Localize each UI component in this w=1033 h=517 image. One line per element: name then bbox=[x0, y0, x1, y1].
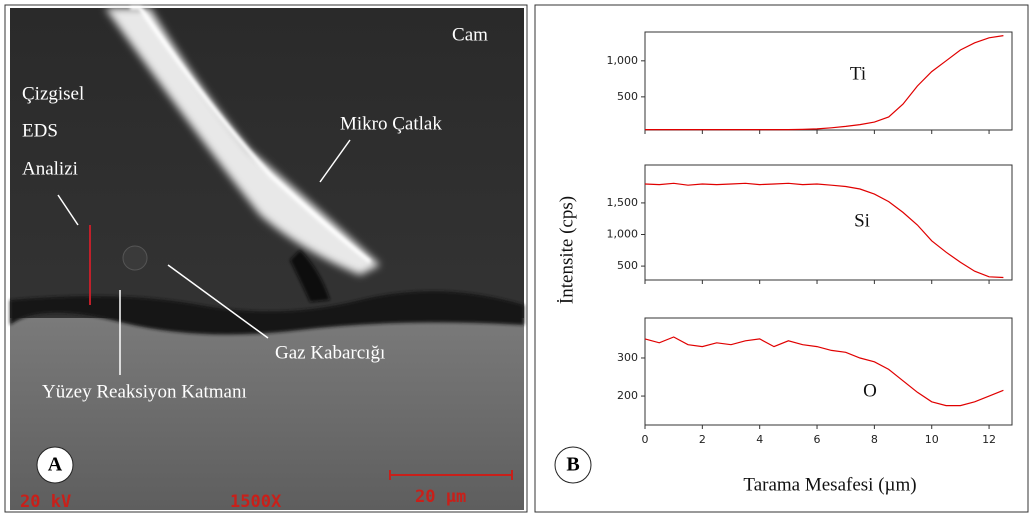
x-axis-label: Tarama Mesafesi (µm) bbox=[743, 474, 916, 495]
y-tick-label: 1,000 bbox=[607, 228, 639, 241]
figure: Cam Çizgisel EDS Analizi Mikro Çatlak Ga… bbox=[0, 0, 1033, 517]
x-tick-label: 12 bbox=[982, 433, 996, 446]
x-tick-label: 4 bbox=[756, 433, 763, 446]
figure-svg: Cam Çizgisel EDS Analizi Mikro Çatlak Ga… bbox=[0, 0, 1033, 517]
annotation: Mikro Çatlak bbox=[340, 113, 442, 134]
y-tick-label: 300 bbox=[617, 351, 638, 364]
series-annotation: Ti bbox=[850, 63, 866, 84]
x-tick-label: 6 bbox=[814, 433, 821, 446]
y-tick-label: 500 bbox=[617, 259, 638, 272]
y-tick-label: 1,500 bbox=[607, 196, 639, 209]
annotation: Yüzey Reaksiyon Katmanı bbox=[42, 381, 247, 402]
panel-label: B bbox=[566, 454, 579, 476]
substrate-region bbox=[10, 318, 524, 510]
annotation: Analizi bbox=[22, 158, 78, 179]
sem-image: Cam Çizgisel EDS Analizi Mikro Çatlak Ga… bbox=[5, 5, 527, 512]
annotation: Gaz Kabarcığı bbox=[275, 342, 385, 363]
y-tick-label: 1,000 bbox=[607, 54, 639, 67]
sem-info: 1500X bbox=[230, 492, 282, 512]
series-annotation: O bbox=[863, 380, 877, 401]
x-tick-label: 0 bbox=[642, 433, 649, 446]
y-tick-label: 200 bbox=[617, 389, 638, 402]
annotation: Çizgisel bbox=[22, 83, 84, 104]
y-tick-label: 500 bbox=[617, 90, 638, 103]
x-tick-label: 8 bbox=[871, 433, 878, 446]
annotation: EDS bbox=[22, 120, 58, 141]
x-tick-label: 10 bbox=[925, 433, 939, 446]
annotation: Cam bbox=[452, 24, 488, 45]
x-tick-label: 2 bbox=[699, 433, 706, 446]
sem-info: 20 µm bbox=[415, 487, 466, 507]
y-axis-label: İntensite (cps) bbox=[556, 196, 577, 304]
gas-bubble bbox=[123, 246, 147, 270]
series-annotation: Si bbox=[854, 210, 870, 231]
sem-info: 20 kV bbox=[20, 492, 71, 512]
glass-region bbox=[10, 8, 524, 318]
panel-label: A bbox=[48, 454, 63, 476]
